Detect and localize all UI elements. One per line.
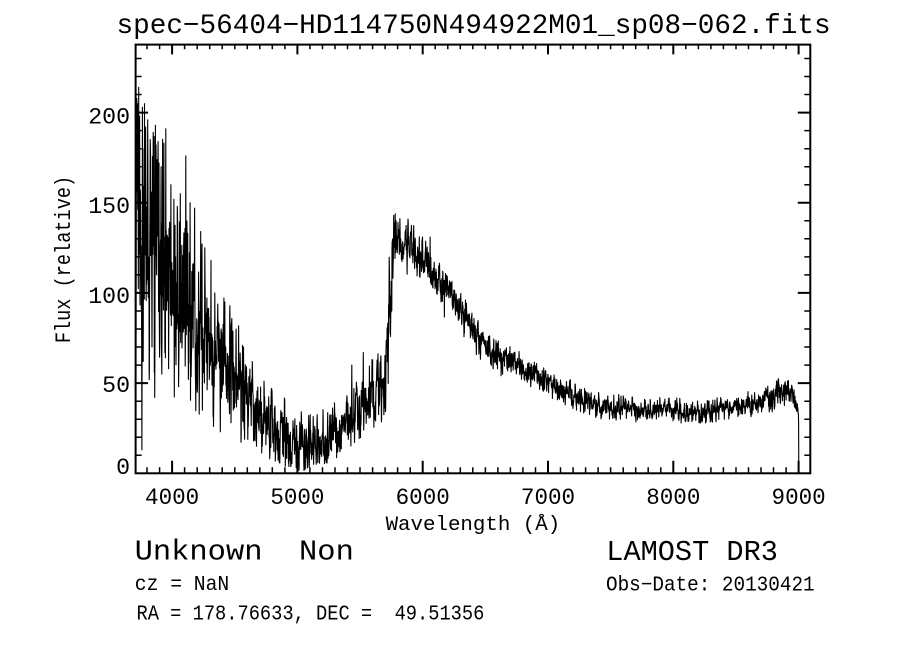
svg-text:6000: 6000 <box>396 485 450 511</box>
svg-text:RA = 178.76633, DEC = 49.5135: RA = 178.76633, DEC = 49.51356 <box>137 602 485 626</box>
svg-text:spec−56404−HD114750N494922M01_: spec−56404−HD114750N494922M01_sp08−062.f… <box>117 11 831 42</box>
svg-text:9000: 9000 <box>772 485 826 511</box>
svg-text:7000: 7000 <box>521 485 575 511</box>
svg-text:Wavelength (Å): Wavelength (Å) <box>386 514 561 537</box>
svg-text:Obs−Date: 20130421: Obs−Date: 20130421 <box>606 574 815 598</box>
svg-text:Flux (relative): Flux (relative) <box>53 176 78 343</box>
svg-text:LAMOST DR3: LAMOST DR3 <box>606 536 778 569</box>
svg-text:4000: 4000 <box>145 485 199 511</box>
svg-text:8000: 8000 <box>646 485 700 511</box>
svg-text:150: 150 <box>88 194 130 220</box>
svg-text:5000: 5000 <box>270 485 324 511</box>
svg-text:100: 100 <box>88 284 130 310</box>
svg-text:0: 0 <box>116 455 130 481</box>
svg-text:Unknown Non: Unknown Non <box>135 535 354 568</box>
svg-text:cz = NaN: cz = NaN <box>135 574 229 598</box>
svg-text:200: 200 <box>88 105 130 131</box>
svg-text:50: 50 <box>102 373 130 399</box>
